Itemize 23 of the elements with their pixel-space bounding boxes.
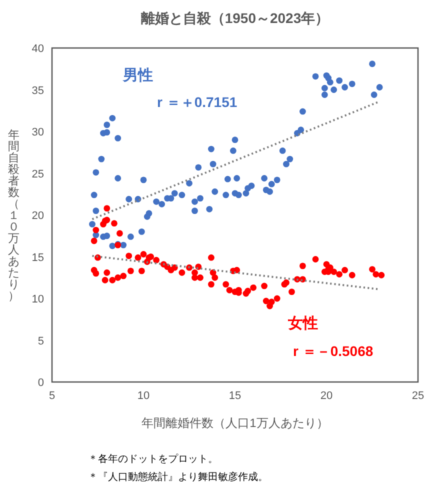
- y-tick-label: 35: [32, 84, 44, 97]
- y-tick-label: 5: [38, 335, 44, 348]
- y-tick-label: 15: [32, 252, 44, 264]
- text: ＊各年のドットをプロット。: [88, 453, 218, 465]
- x-tick-label: 25: [412, 390, 424, 402]
- annotation: r ＝＋0.7151: [157, 94, 238, 110]
- chart-title: 離婚と自殺（1950～2023年）: [140, 10, 330, 26]
- x-axis-title: 年間離婚件数（人口1万人あたり）: [142, 416, 328, 430]
- y-tick-label: 25: [32, 168, 44, 180]
- y-tick-label: 20: [32, 210, 44, 222]
- y-tick-label: 10: [32, 294, 44, 306]
- x-tick-label: 20: [320, 390, 333, 402]
- text: 男性: [122, 67, 153, 84]
- series-label: 女性: [287, 315, 318, 332]
- annotation: r ＝－0.5068: [293, 343, 374, 359]
- x-tick-label: 10: [137, 390, 150, 402]
- x-tick-label: 15: [228, 390, 242, 402]
- y-tick-label: 40: [32, 43, 44, 55]
- y-tick-label: 0: [38, 377, 44, 389]
- y-axis-title: 年間自殺者数（１０万人あたり）: [8, 130, 20, 302]
- y-tick-label: 30: [32, 126, 44, 138]
- x-tick-label: 5: [48, 390, 56, 402]
- text: ＊『人口動態統計』より舞田敏彦作成。: [88, 471, 268, 483]
